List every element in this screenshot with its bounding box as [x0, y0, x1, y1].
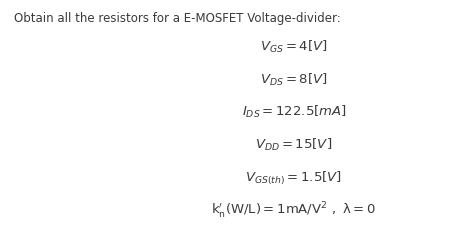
Text: $\mathrm{k^{\prime}_n(W/L)=1mA/V^2\ ,\ \lambda=0}$: $\mathrm{k^{\prime}_n(W/L)=1mA/V^2\ ,\ \…	[211, 201, 376, 221]
Text: $V_{GS} = 4[V]$: $V_{GS} = 4[V]$	[260, 39, 328, 55]
Text: $V_{DS} = 8[V]$: $V_{DS} = 8[V]$	[260, 72, 328, 88]
Text: $I_{DS} = 122.5[mA]$: $I_{DS} = 122.5[mA]$	[242, 104, 346, 120]
Text: $V_{GS(th)} = 1.5[V]$: $V_{GS(th)} = 1.5[V]$	[246, 169, 342, 186]
Text: $V_{DD} = 15[V]$: $V_{DD} = 15[V]$	[255, 137, 332, 153]
Text: Obtain all the resistors for a E-MOSFET Voltage-divider:: Obtain all the resistors for a E-MOSFET …	[14, 12, 341, 25]
